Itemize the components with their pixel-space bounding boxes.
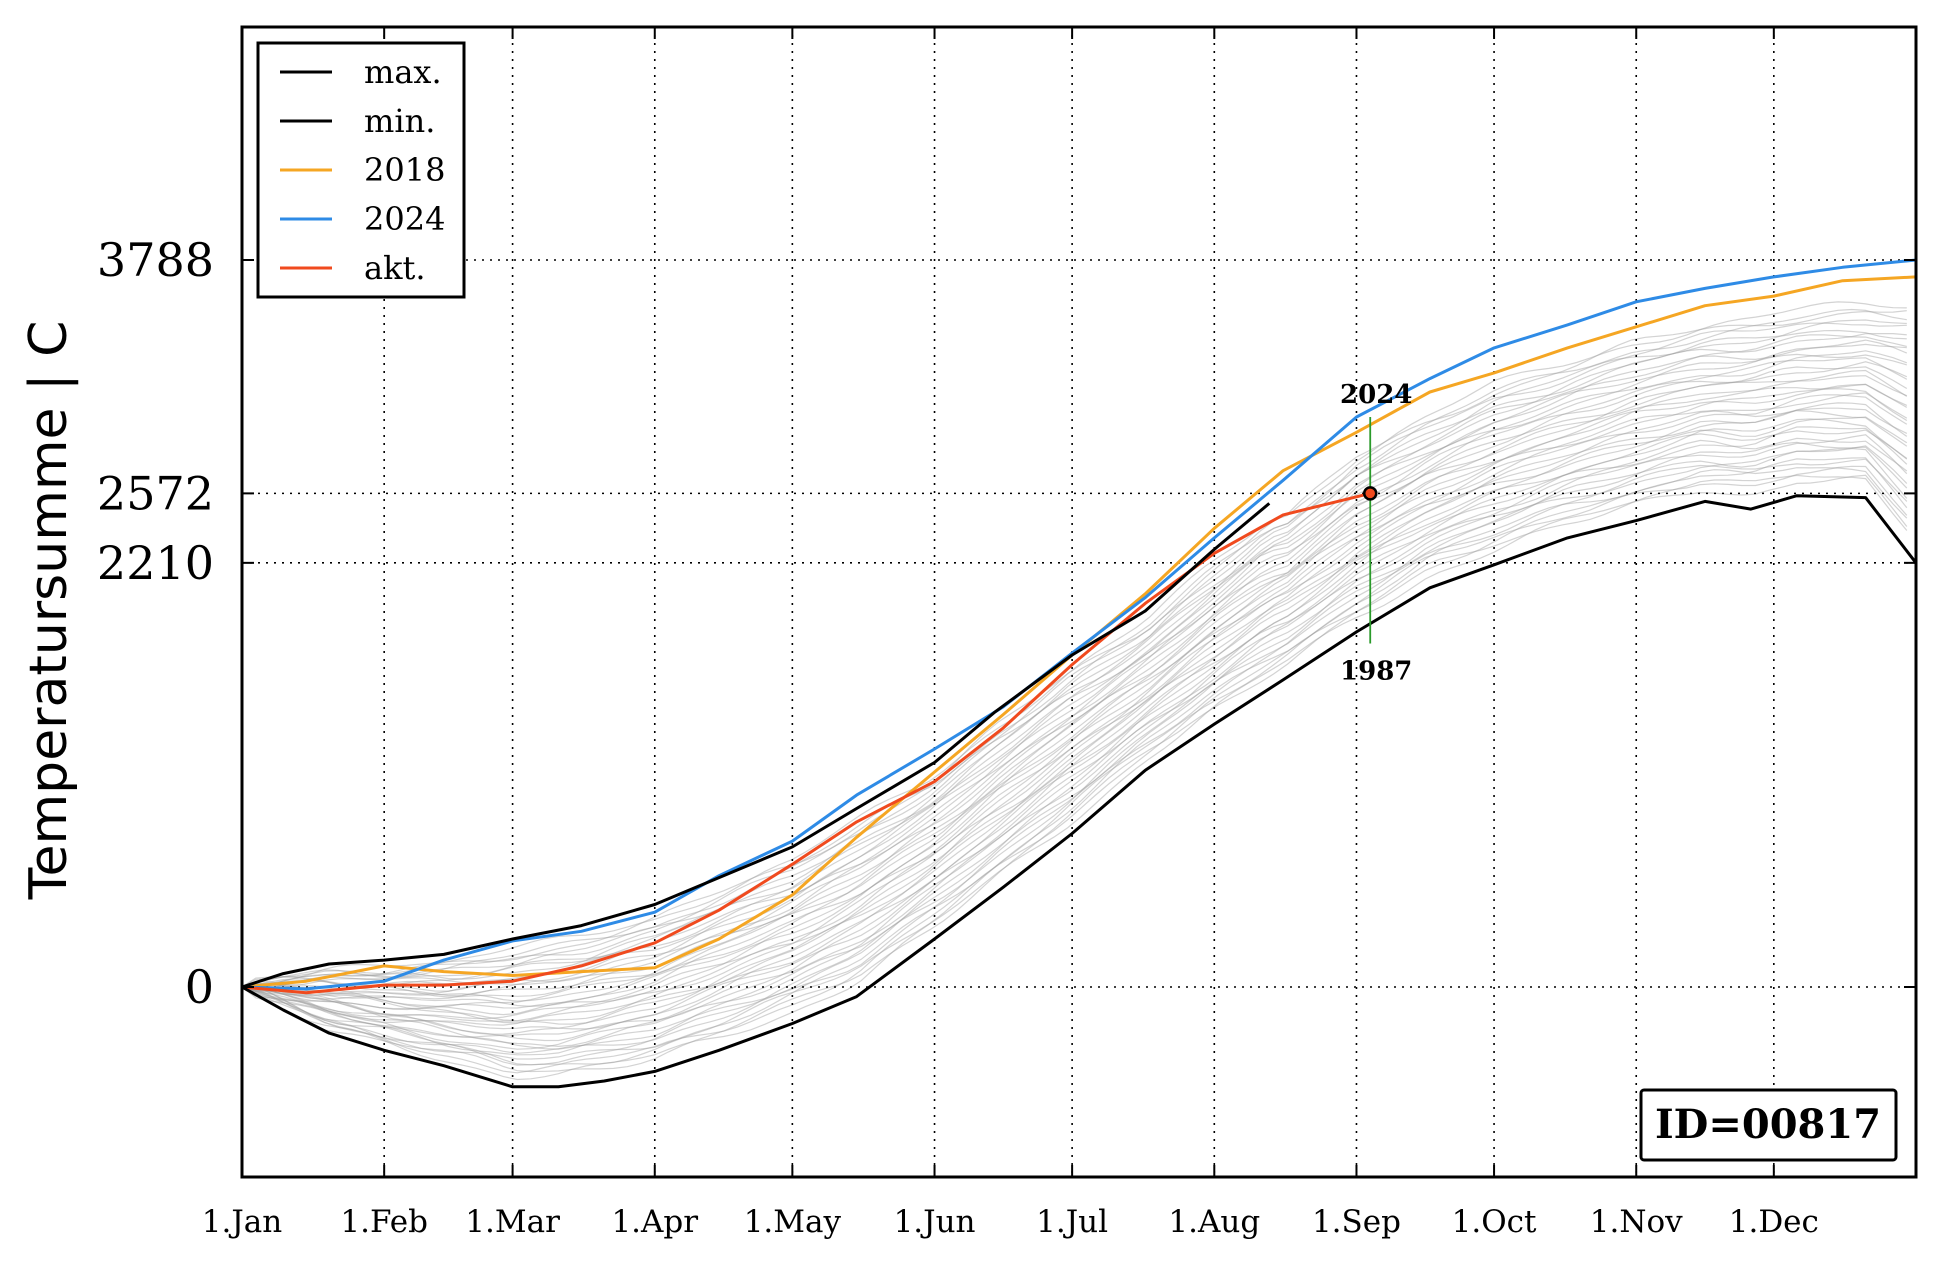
x-tick-label: 1.Mar (465, 1204, 560, 1240)
background-year-line (241, 329, 1907, 989)
background-year-line (241, 310, 1907, 988)
y-axis-ticks: 0 2210 2572 3788 (97, 233, 1916, 1014)
background-year-line (241, 339, 1908, 992)
series-lines (241, 258, 1918, 1089)
x-tick-label: 1.Oct (1452, 1204, 1537, 1240)
y-tick-label: 2210 (97, 536, 214, 590)
background-year-line (241, 334, 1907, 988)
x-tick-label: 1.Feb (340, 1204, 428, 1240)
series-line-min (241, 494, 1918, 1089)
x-tick-label: 1.Jul (1036, 1204, 1108, 1240)
annotation-layer: 2024 1987 (1340, 380, 1412, 686)
y-axis-label: Temperatursumme | C (19, 321, 79, 901)
x-tick-label: 1.Sep (1312, 1204, 1401, 1240)
background-year-line (241, 416, 1908, 1035)
x-tick-label: 1.May (744, 1204, 842, 1240)
annotation-max-year: 2024 (1340, 380, 1412, 410)
x-tick-label: 1.Dec (1729, 1204, 1819, 1240)
x-tick-label: 1.Apr (611, 1204, 698, 1240)
background-year-line (241, 369, 1908, 1008)
background-year-line (241, 361, 1908, 998)
x-axis-ticks: 1.Jan 1.Feb 1.Mar 1.Apr 1.May 1.Jun 1.Jul 1.Aug… (202, 27, 1819, 1240)
background-year-line (241, 308, 1907, 988)
series-line-akt (241, 491, 1371, 995)
background-year-line (241, 319, 1907, 988)
current-value-marker (1362, 486, 1378, 501)
x-tick-label: 1.Aug (1168, 1204, 1260, 1240)
background-year-line (241, 445, 1908, 1056)
x-tick-label: 1.Jan (202, 1204, 282, 1240)
y-tick-label: 3788 (97, 233, 214, 287)
background-year-line (241, 402, 1908, 1026)
series-line-max (241, 502, 1271, 989)
background-year-line (241, 418, 1908, 1030)
background-year-line (241, 426, 1908, 1038)
background-year-line (241, 458, 1908, 1066)
background-year-line (241, 333, 1907, 991)
background-year-line (241, 392, 1908, 1022)
background-year-line (241, 301, 1907, 988)
background-year-line (241, 383, 1908, 1007)
background-year-line (241, 447, 1908, 1054)
plot-frame (240, 25, 1918, 1179)
legend-label: max. (364, 53, 442, 91)
background-year-line (241, 474, 1908, 1081)
background-year-line (241, 441, 1908, 1050)
background-year-line (241, 375, 1908, 1002)
series-line-2024 (241, 258, 1917, 991)
background-year-line (241, 429, 1908, 1042)
legend-label: min. (364, 102, 435, 140)
x-tick-label: 1.Jun (894, 1204, 976, 1240)
background-year-line (241, 388, 1908, 1011)
grid (242, 27, 1916, 1177)
background-year-line (241, 409, 1908, 1025)
id-badge-text: ID=00817 (1655, 1101, 1881, 1148)
background-year-line (241, 474, 1908, 1073)
background-year-line (241, 350, 1908, 997)
legend-label: 2018 (364, 151, 445, 189)
legend: max. min. 2018 2024 akt. (256, 41, 466, 299)
legend-label: 2024 (364, 200, 445, 238)
y-tick-label: 2572 (97, 466, 214, 520)
background-year-line (241, 366, 1908, 1000)
y-tick-label: 0 (185, 960, 214, 1014)
background-year-line (241, 394, 1908, 1020)
background-year-line (241, 343, 1907, 992)
background-year-line (241, 357, 1908, 995)
x-tick-label: 1.Nov (1590, 1204, 1683, 1240)
background-year-line (241, 465, 1908, 1074)
id-badge-frame (1639, 1088, 1898, 1162)
background-year-line (241, 407, 1908, 1024)
background-year-line (241, 434, 1908, 1050)
background-year-line (241, 383, 1908, 1016)
background-year-line (241, 467, 1908, 1066)
legend-label: akt. (364, 249, 426, 287)
annotation-min-year: 1987 (1340, 656, 1412, 686)
background-year-line (241, 322, 1907, 990)
background-year-lines (241, 301, 1908, 1081)
background-year-line (241, 437, 1908, 1048)
id-badge: ID=00817 (1639, 1088, 1898, 1162)
background-year-line (241, 457, 1908, 1060)
